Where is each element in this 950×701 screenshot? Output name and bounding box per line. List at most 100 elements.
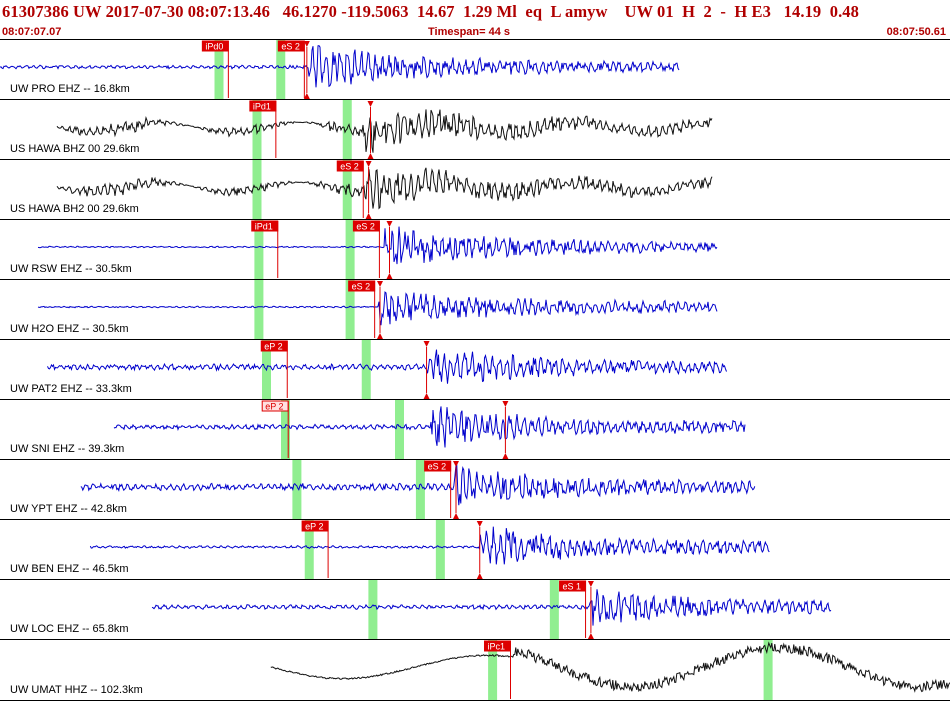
station-label: UW RSW EHZ -- 30.5km: [10, 263, 132, 275]
waveform-line: [89, 526, 770, 565]
pick-window: [368, 580, 378, 639]
arrival-marker-top: [423, 341, 430, 347]
trace-panel[interactable]: iPd1 eS 2 UW RSW EHZ -- 30.5km: [0, 220, 950, 280]
waveform-line: [37, 226, 718, 265]
pick-window: [763, 640, 773, 700]
arrival-marker-bottom: [423, 393, 430, 399]
trace-plot: iPd1: [56, 100, 713, 159]
trace-plot: eP 2: [89, 520, 770, 579]
station-label: UW YPT EHZ -- 42.8km: [10, 503, 127, 515]
trace-plot: iPd1 eS 2: [37, 220, 718, 279]
pick-window: [435, 520, 445, 579]
pick-window: [345, 280, 355, 339]
phase-pick-label: eP 2: [265, 402, 283, 412]
pick-window: [549, 580, 559, 639]
waveform-line: [270, 641, 950, 693]
arrival-marker-bottom: [386, 273, 393, 279]
pick-window: [214, 40, 224, 99]
phase-pick-label: eS 1: [563, 582, 582, 592]
trace-plot: eS 2: [80, 460, 756, 519]
phase-pick-flag: iPd1: [249, 100, 277, 158]
seismogram-traces[interactable]: iPd0 eS 2 UW PRO EHZ -- 16.8km iPd1 US HAWA …: [0, 39, 950, 701]
pick-window: [254, 220, 264, 279]
phase-pick-label: iPd1: [255, 222, 273, 232]
trace-panel[interactable]: iPd0 eS 2 UW PRO EHZ -- 16.8km: [0, 40, 950, 100]
event-header: 61307386 UW 2017-07-30 08:07:13.46 46.12…: [0, 0, 950, 39]
event-summary-title: 61307386 UW 2017-07-30 08:07:13.46 46.12…: [2, 2, 860, 21]
pick-window: [254, 280, 264, 339]
station-label: US HAWA BH2 00 29.6km: [10, 203, 139, 215]
arrival-marker-bottom: [453, 513, 459, 519]
trace-panel[interactable]: eS 2 US HAWA BH2 00 29.6km: [0, 160, 950, 220]
trace-plot: iPc1: [270, 640, 950, 700]
trace-panel[interactable]: eP 2 UW PAT2 EHZ -- 33.3km: [0, 340, 950, 400]
waveform-line: [80, 464, 756, 506]
station-label: UW UMAT HHZ -- 102.3km: [10, 684, 143, 696]
pick-window: [281, 400, 290, 459]
station-label: UW LOC EHZ -- 65.8km: [10, 623, 129, 635]
trace-plot: eS 1: [151, 580, 832, 639]
trace-panel[interactable]: iPd1 US HAWA BHZ 00 29.6km: [0, 100, 950, 160]
trace-panel[interactable]: eP 2 UW BEN EHZ -- 46.5km: [0, 520, 950, 580]
arrival-marker-top: [502, 401, 509, 407]
pick-window: [292, 460, 302, 519]
pick-window: [342, 160, 352, 219]
waveform-line: [47, 349, 727, 384]
phase-pick-flag: eS 1: [559, 580, 587, 638]
phase-pick-flag: eP 2: [260, 340, 288, 398]
arrival-marker-bottom: [303, 93, 310, 99]
waveform-line: [113, 406, 746, 448]
phase-pick-flag: eS 2: [277, 40, 305, 98]
pick-window: [304, 520, 314, 579]
pick-window: [415, 460, 425, 519]
phase-pick-flag: iPd0: [201, 40, 229, 98]
trace-panel[interactable]: eS 2 UW H2O EHZ -- 30.5km: [0, 280, 950, 340]
pick-window: [488, 640, 498, 700]
arrival-marker-bottom: [367, 153, 374, 159]
trace-panel[interactable]: iPc1 UW UMAT HHZ -- 102.3km: [0, 640, 950, 701]
phase-pick-flag: iPd1: [251, 220, 279, 278]
pick-window: [361, 340, 371, 399]
pick-window: [395, 400, 404, 459]
phase-pick-flag: eP 2: [261, 400, 289, 458]
arrival-marker-top: [365, 161, 372, 167]
trace-panel[interactable]: eS 2 UW YPT EHZ -- 42.8km: [0, 460, 950, 520]
station-label: UW PAT2 EHZ -- 33.3km: [10, 383, 132, 395]
phase-pick-label: eS 2: [356, 222, 375, 232]
arrival-marker-top: [303, 41, 310, 47]
station-label: UW BEN EHZ -- 46.5km: [10, 563, 129, 575]
trace-panel[interactable]: eP 2 UW SNI EHZ -- 39.3km: [0, 400, 950, 460]
pick-window: [345, 220, 355, 279]
arrival-marker-top: [453, 461, 459, 467]
phase-pick-flag: eS 2: [348, 280, 376, 338]
phase-pick-label: eS 2: [428, 462, 447, 472]
phase-pick-label: eP 2: [264, 342, 282, 352]
arrival-marker-top: [377, 281, 383, 287]
waveform-line: [0, 45, 680, 88]
phase-pick-label: eS 2: [352, 282, 371, 292]
arrival-marker-bottom: [476, 573, 483, 579]
arrival-marker-top: [367, 101, 374, 107]
phase-pick-label: eP 2: [305, 522, 323, 532]
timespan-label: Timespan= 44 s: [428, 26, 511, 38]
arrival-marker-top: [476, 521, 483, 527]
trace-plot: iPd0 eS 2: [0, 40, 680, 99]
station-label: UW SNI EHZ -- 39.3km: [10, 443, 125, 455]
window-start-time: 08:07:07.07: [2, 26, 62, 38]
trace-plot: eS 2: [56, 160, 713, 219]
trace-plot: eS 2: [37, 280, 718, 339]
station-label: US HAWA BHZ 00 29.6km: [10, 143, 140, 155]
waveform-line: [56, 167, 713, 210]
station-label: UW PRO EHZ -- 16.8km: [10, 83, 130, 95]
waveform-line: [37, 291, 718, 326]
arrival-marker-bottom: [502, 453, 509, 459]
phase-pick-flag: eP 2: [301, 520, 329, 578]
phase-pick-flag: eS 2: [336, 160, 364, 218]
phase-pick-label: iPc1: [488, 642, 506, 652]
phase-pick-label: iPd0: [205, 42, 223, 52]
trace-panel[interactable]: eS 1 UW LOC EHZ -- 65.8km: [0, 580, 950, 640]
phase-pick-flag: iPc1: [484, 640, 511, 699]
pick-window: [276, 40, 286, 99]
trace-plot: eP 2: [47, 340, 727, 399]
phase-pick-label: eS 2: [281, 42, 300, 52]
